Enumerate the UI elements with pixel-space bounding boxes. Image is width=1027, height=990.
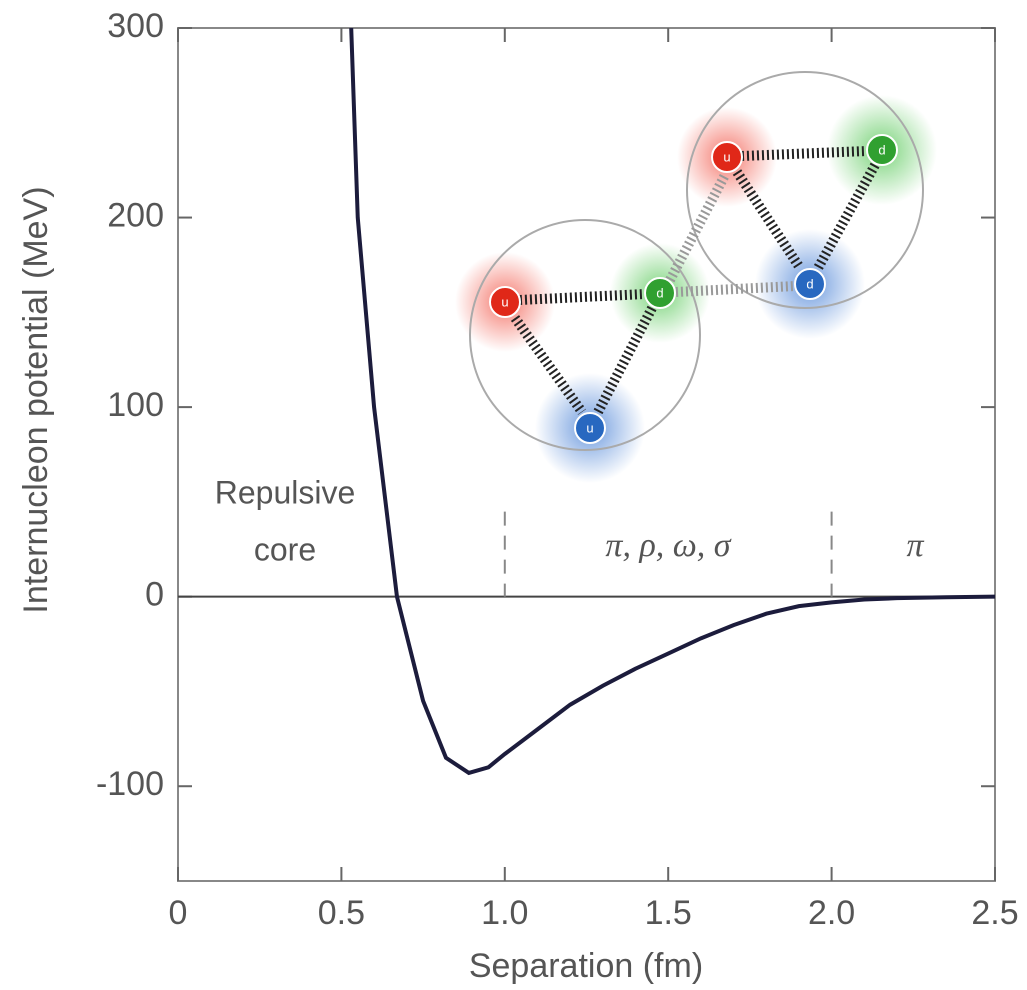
quark-label: u bbox=[501, 294, 508, 309]
annotation: π, ρ, ω, σ bbox=[605, 527, 731, 564]
quark-label: d bbox=[806, 276, 813, 291]
quark-label: d bbox=[656, 285, 663, 300]
y-tick-label: -100 bbox=[96, 765, 164, 803]
annotation: core bbox=[254, 531, 316, 567]
quark-label: u bbox=[586, 420, 593, 435]
y-tick-label: 300 bbox=[107, 7, 164, 45]
y-tick-label: 100 bbox=[107, 386, 164, 424]
y-tick-label: 200 bbox=[107, 197, 164, 235]
plot-frame bbox=[177, 27, 996, 882]
x-tick-label: 1.0 bbox=[481, 894, 528, 932]
quark-label: u bbox=[723, 149, 730, 164]
x-tick-label: 2.0 bbox=[808, 894, 855, 932]
annotation: Repulsive bbox=[215, 474, 356, 510]
y-tick-label: 0 bbox=[145, 576, 164, 614]
annotation: π bbox=[906, 527, 924, 564]
x-tick-label: 0 bbox=[169, 894, 188, 932]
potential-curve bbox=[349, 28, 995, 776]
axes: -100 0 100 200 300 0 0.5 1.0 1.5 2.0 2.5 bbox=[96, 7, 1019, 932]
nucleon-diagram: u d u u d d bbox=[455, 71, 937, 483]
quark-label: d bbox=[878, 142, 885, 157]
x-tick-label: 1.5 bbox=[645, 894, 692, 932]
x-axis-label: Separation (fm) bbox=[469, 947, 703, 985]
x-tick-label: 0.5 bbox=[318, 894, 365, 932]
x-tick-label: 2.5 bbox=[971, 894, 1018, 932]
y-axis-label: Internucleon potential (MeV) bbox=[17, 186, 55, 613]
